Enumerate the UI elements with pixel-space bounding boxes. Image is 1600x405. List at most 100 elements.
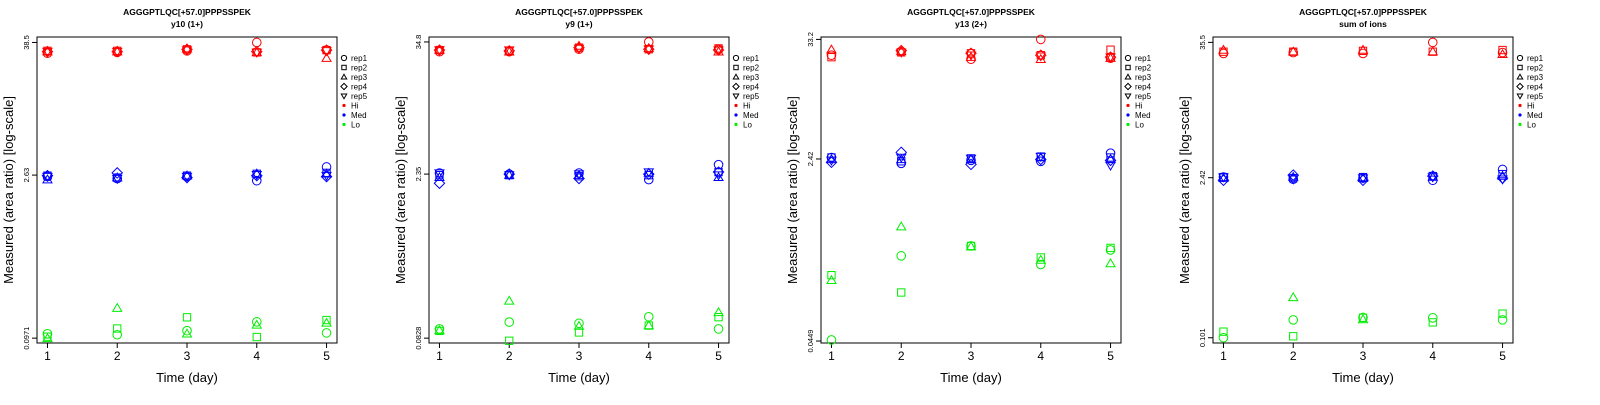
- data-point-hi-rep3: [826, 44, 837, 54]
- data-point-lo-rep3: [111, 302, 123, 312]
- legend-marker-rep4: [340, 82, 348, 91]
- data-point-lo-rep3: [321, 317, 332, 327]
- data-point-lo-rep1: [42, 329, 53, 339]
- data-point-med-rep5: [573, 170, 585, 180]
- legend-label-rep3: rep3: [743, 73, 760, 82]
- data-point-lo-rep1: [896, 251, 907, 261]
- y-tick-label: 0.0449: [806, 330, 815, 353]
- data-point-lo-rep1: [1035, 259, 1046, 270]
- legend-marker-hi: [1518, 103, 1522, 108]
- data-point-hi-rep5: [895, 48, 907, 58]
- data-point-lo-rep2: [252, 332, 261, 342]
- legend-marker-rep2: [341, 64, 347, 71]
- plot-frame: [428, 36, 730, 344]
- data-point-hi-rep5: [251, 48, 263, 58]
- legend-label-rep2: rep2: [743, 64, 760, 73]
- data-point-lo-rep1: [826, 335, 837, 345]
- data-point-lo-rep1: [321, 328, 332, 338]
- legend-label-rep1: rep1: [351, 54, 368, 63]
- legend-label-med: Med: [351, 111, 367, 120]
- data-point-med-rep2: [1106, 153, 1115, 162]
- data-point-hi-rep5: [965, 51, 977, 61]
- y-tick-label: 2.42: [806, 152, 815, 167]
- x-tick-label: 2: [1290, 349, 1297, 363]
- legend-label-lo: Lo: [1135, 121, 1144, 130]
- x-axis-label: Time (day): [156, 370, 218, 385]
- data-point-med-rep5: [181, 172, 193, 183]
- legend-marker-rep5: [340, 93, 348, 100]
- chart-subtitle: sum of ions: [1339, 19, 1387, 29]
- x-tick-label: 3: [576, 349, 583, 363]
- legend-marker-rep2: [733, 64, 739, 71]
- data-point-lo-rep3: [965, 241, 977, 251]
- data-point-hi-rep5: [503, 46, 515, 56]
- data-point-hi-rep3: [895, 45, 907, 56]
- x-tick-label: 5: [1499, 349, 1506, 363]
- data-point-lo-rep1: [1288, 315, 1299, 325]
- data-point-med-rep5: [251, 170, 263, 181]
- legend-label-rep5: rep5: [743, 92, 760, 101]
- legend-label-lo: Lo: [1527, 121, 1536, 130]
- data-point-med-rep3: [503, 169, 515, 179]
- legend-label-rep1: rep1: [1135, 54, 1152, 63]
- data-point-lo-rep2: [322, 315, 331, 325]
- x-axis-label: Time (day): [1332, 370, 1394, 385]
- legend-label-rep5: rep5: [351, 92, 368, 101]
- data-point-hi-rep2: [1498, 45, 1507, 55]
- data-point-med-rep4: [642, 168, 655, 180]
- x-tick-label: 1: [436, 349, 443, 363]
- data-point-med-rep5: [643, 168, 655, 178]
- data-point-lo-rep2: [1289, 332, 1298, 341]
- data-point-lo-rep3: [42, 332, 53, 343]
- x-tick-label: 3: [968, 349, 975, 363]
- x-tick-label: 2: [114, 349, 121, 363]
- data-point-med-rep1: [1035, 156, 1046, 167]
- data-point-lo-rep2: [182, 313, 192, 322]
- data-point-med-rep4: [1287, 169, 1300, 181]
- data-point-med-rep5: [965, 154, 977, 164]
- data-point-lo-rep2: [1106, 243, 1115, 253]
- data-point-lo-rep2: [714, 313, 723, 322]
- legend-marker-rep3: [732, 73, 740, 80]
- data-point-hi-rep3: [1287, 46, 1299, 56]
- data-point-med-rep1: [643, 174, 654, 185]
- x-axis-label: Time (day): [548, 370, 610, 385]
- data-point-hi-rep1: [1035, 34, 1046, 45]
- legend-label-rep2: rep2: [351, 64, 368, 73]
- data-point-med-rep4: [1217, 174, 1230, 187]
- data-point-lo-rep1: [504, 317, 515, 327]
- y-tick-label: 0.0828: [414, 327, 423, 350]
- plot-frame: [820, 36, 1122, 344]
- x-tick-label: 3: [1360, 349, 1367, 363]
- legend-marker-med: [1126, 113, 1130, 117]
- legend-label-rep2: rep2: [1135, 64, 1152, 73]
- data-point-med-rep4: [433, 177, 446, 190]
- chart-subtitle: y13 (2+): [955, 19, 987, 29]
- data-point-lo-rep3: [713, 306, 724, 317]
- data-point-lo-rep2: [897, 288, 906, 297]
- data-point-hi-rep5: [1035, 52, 1047, 62]
- data-point-med-rep1: [1105, 148, 1116, 158]
- chart-panel-1: AGGGPTLQC[+57.0]PPPSSPEK y10 (1+) 1 2 3 4 5 Tim…: [1, 7, 368, 385]
- legend-label-lo: Lo: [743, 121, 752, 130]
- legend-label-rep2: rep2: [1527, 64, 1544, 73]
- data-point-hi-rep1: [826, 50, 837, 60]
- legend-label-rep5: rep5: [1527, 92, 1544, 101]
- legend-marker-rep3: [1516, 73, 1524, 80]
- chart-subtitle: y9 (1+): [565, 19, 592, 29]
- data-point-med-rep4: [1034, 153, 1047, 166]
- data-point-hi-rep5: [42, 47, 53, 58]
- y-axis-label: Measured (area ratio) [log-scale]: [393, 96, 408, 284]
- data-point-med-rep4: [712, 166, 725, 178]
- x-tick-label: 2: [506, 349, 513, 363]
- legend-marker-rep1: [732, 54, 740, 62]
- y-tick-label: 2.42: [1198, 170, 1207, 185]
- legend-label-rep4: rep4: [743, 83, 760, 92]
- data-point-lo-rep1: [1218, 332, 1229, 343]
- data-point-hi-rep2: [827, 53, 836, 62]
- legend-label-rep3: rep3: [1135, 73, 1152, 82]
